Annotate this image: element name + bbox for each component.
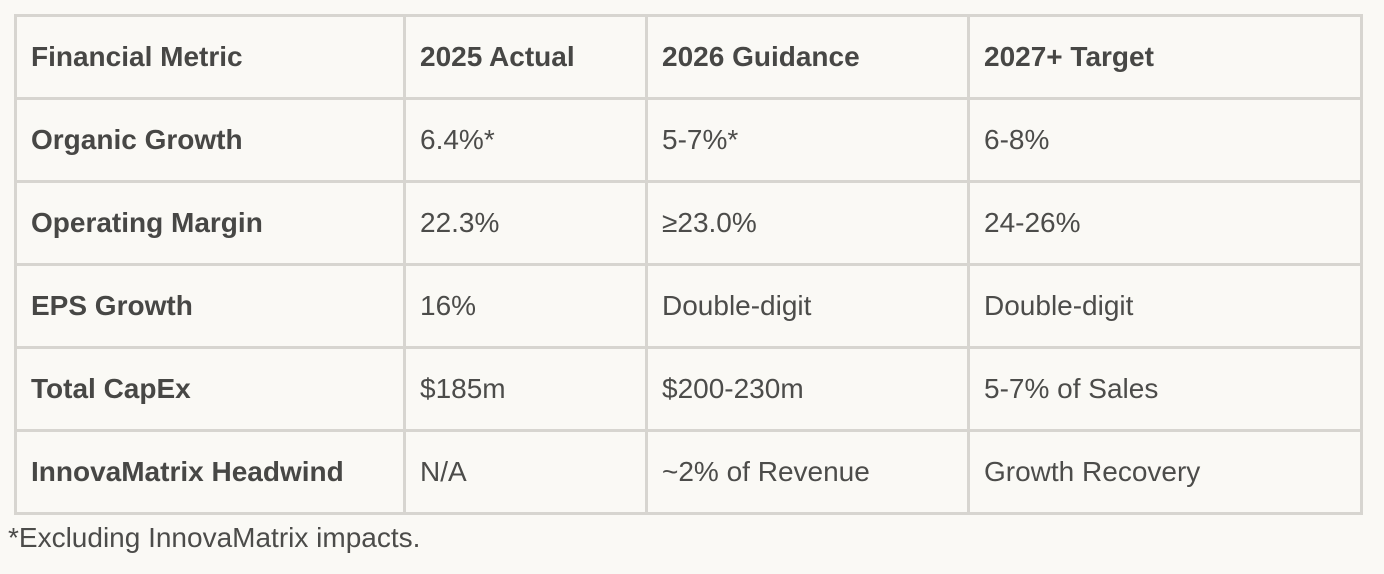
table-row-organic-growth: Organic Growth 6.4%* 5-7%* 6-8% (14, 97, 1363, 183)
cell-eps-growth-2027: Double-digit (967, 263, 1363, 349)
col-header-financial-metric: Financial Metric (14, 14, 406, 100)
cell-operating-margin-2025: 22.3% (403, 180, 648, 266)
cell-innovamatrix-headwind-2025: N/A (403, 429, 648, 515)
cell-innovamatrix-headwind-2026: ~2% of Revenue (645, 429, 970, 515)
cell-organic-growth-2027: 6-8% (967, 97, 1363, 183)
cell-organic-growth-2025: 6.4%* (403, 97, 648, 183)
cell-eps-growth-2025: 16% (403, 263, 648, 349)
row-label-eps-growth: EPS Growth (14, 263, 406, 349)
col-header-2025-actual: 2025 Actual (403, 14, 648, 100)
cell-operating-margin-2027: 24-26% (967, 180, 1363, 266)
cell-total-capex-2026: $200-230m (645, 346, 970, 432)
table-row-eps-growth: EPS Growth 16% Double-digit Double-digit (14, 263, 1363, 349)
cell-operating-margin-2026: ≥23.0% (645, 180, 970, 266)
cell-organic-growth-2026: 5-7%* (645, 97, 970, 183)
row-label-organic-growth: Organic Growth (14, 97, 406, 183)
footnote-excluding-innovamatrix: *Excluding InnovaMatrix impacts. (8, 522, 421, 553)
cell-total-capex-2025: $185m (403, 346, 648, 432)
cell-innovamatrix-headwind-2027: Growth Recovery (967, 429, 1363, 515)
cell-total-capex-2027: 5-7% of Sales (967, 346, 1363, 432)
row-label-innovamatrix-headwind: InnovaMatrix Headwind (14, 429, 406, 515)
financial-metrics-table: Financial Metric 2025 Actual 2026 Guidan… (14, 14, 1363, 515)
cell-eps-growth-2026: Double-digit (645, 263, 970, 349)
col-header-2026-guidance: 2026 Guidance (645, 14, 970, 100)
table-row-total-capex: Total CapEx $185m $200-230m 5-7% of Sale… (14, 346, 1363, 432)
row-label-total-capex: Total CapEx (14, 346, 406, 432)
table-row-innovamatrix-headwind: InnovaMatrix Headwind N/A ~2% of Revenue… (14, 429, 1363, 515)
header-row: Financial Metric 2025 Actual 2026 Guidan… (14, 14, 1363, 100)
table-row-operating-margin: Operating Margin 22.3% ≥23.0% 24-26% (14, 180, 1363, 266)
row-label-operating-margin: Operating Margin (14, 180, 406, 266)
col-header-2027-target: 2027+ Target (967, 14, 1363, 100)
